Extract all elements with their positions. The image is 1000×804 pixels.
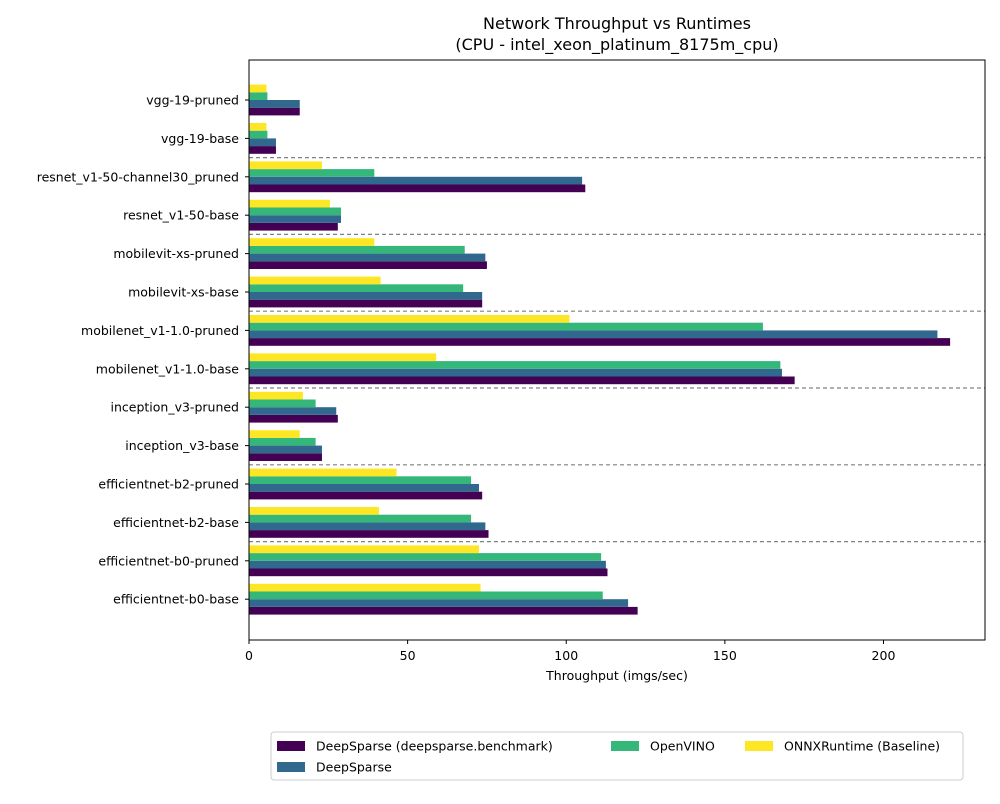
bar [249,568,608,577]
bar [249,553,602,561]
bar [249,530,489,538]
legend-label: ONNXRuntime (Baseline) [784,739,940,754]
bar [249,414,338,423]
bar [249,169,375,177]
bar [249,222,338,231]
bar [249,100,300,108]
bar [249,184,586,193]
bar [249,391,303,400]
legend-label: DeepSparse (deepsparse.benchmark) [316,739,553,754]
bar [249,560,606,569]
legend-swatch [611,741,639,751]
y-tick-label: mobilevit-xs-base [128,285,239,300]
bar [249,299,483,308]
bar [249,453,322,461]
x-tick-label: 150 [713,648,737,663]
y-tick-label: efficientnet-b0-pruned [98,553,239,568]
x-tick-label: 50 [400,648,416,663]
y-tick-label: mobilenet_v1-1.0-pruned [81,323,239,338]
bar [249,207,341,216]
legend-label: OpenVINO [650,739,715,754]
bar [249,437,316,446]
bar [249,284,464,292]
group-separators [249,157,985,543]
bar [249,199,330,208]
legend-swatch [277,762,305,772]
y-tick-label: efficientnet-b0-base [113,592,239,607]
bar [249,107,300,116]
bar [249,491,483,500]
bar [249,599,629,607]
y-tick-label: mobilenet_v1-1.0-base [96,361,240,376]
bar [249,215,341,223]
bar [249,361,781,369]
y-tick-label: efficientnet-b2-base [113,515,239,530]
y-tick-label: vgg-19-pruned [146,93,239,108]
y-tick-label: inception_v3-base [125,438,239,453]
y-tick-label: mobilevit-xs-pruned [113,246,239,261]
y-tick-label: efficientnet-b2-pruned [98,477,239,492]
x-axis-label: Throughput (imgs/sec) [545,668,688,683]
bar [249,253,486,262]
bar [249,292,483,300]
bar [249,476,472,484]
bar [249,123,267,131]
legend-swatch [745,741,773,751]
bar [249,583,481,592]
legend-swatch [277,741,305,751]
bar [249,545,479,554]
x-axis: 0 50 100 150 200 [245,640,895,663]
bar [249,338,951,346]
x-tick-label: 100 [554,648,578,663]
x-tick-label: 200 [872,648,896,663]
y-tick-label: resnet_v1-50-base [123,208,239,223]
bar [249,468,397,477]
bar [249,445,322,454]
y-tick-label: resnet_v1-50-channel30_pruned [37,169,239,184]
bar [249,146,276,154]
bar-series [249,84,951,615]
bar [249,399,316,408]
legend-label: DeepSparse [316,760,392,775]
chart-subtitle: (CPU - intel_xeon_platinum_8175m_cpu) [455,35,778,55]
bar [249,176,583,185]
plot-frame [248,59,986,641]
bar [249,322,763,331]
bar [249,484,479,492]
bar [249,315,570,323]
bar [249,353,437,362]
x-tick-label: 0 [245,648,253,663]
bar [249,430,300,438]
bar [249,330,938,339]
legend-box [270,731,964,781]
bar [249,161,322,170]
bar [249,407,337,415]
bar [249,130,268,139]
bar [249,84,267,93]
bar [249,591,603,600]
bar [249,138,276,147]
bar [249,92,268,100]
bar [249,606,638,615]
bar [249,507,380,515]
y-axis: vgg-19-pruned vgg-19-base resnet_v1-50-cha… [37,93,249,607]
bar [249,276,381,285]
y-tick-label: vgg-19-base [161,131,239,146]
bar [249,238,375,246]
bar [249,522,486,531]
bar [249,376,795,385]
bar [249,245,465,254]
bar [249,261,487,269]
bar [249,368,782,377]
y-tick-label: inception_v3-pruned [111,400,240,415]
bar [249,514,472,523]
legend: DeepSparse (deepsparse.benchmark) DeepSpa… [270,731,964,781]
chart-title: Network Throughput vs Runtimes [483,14,751,33]
